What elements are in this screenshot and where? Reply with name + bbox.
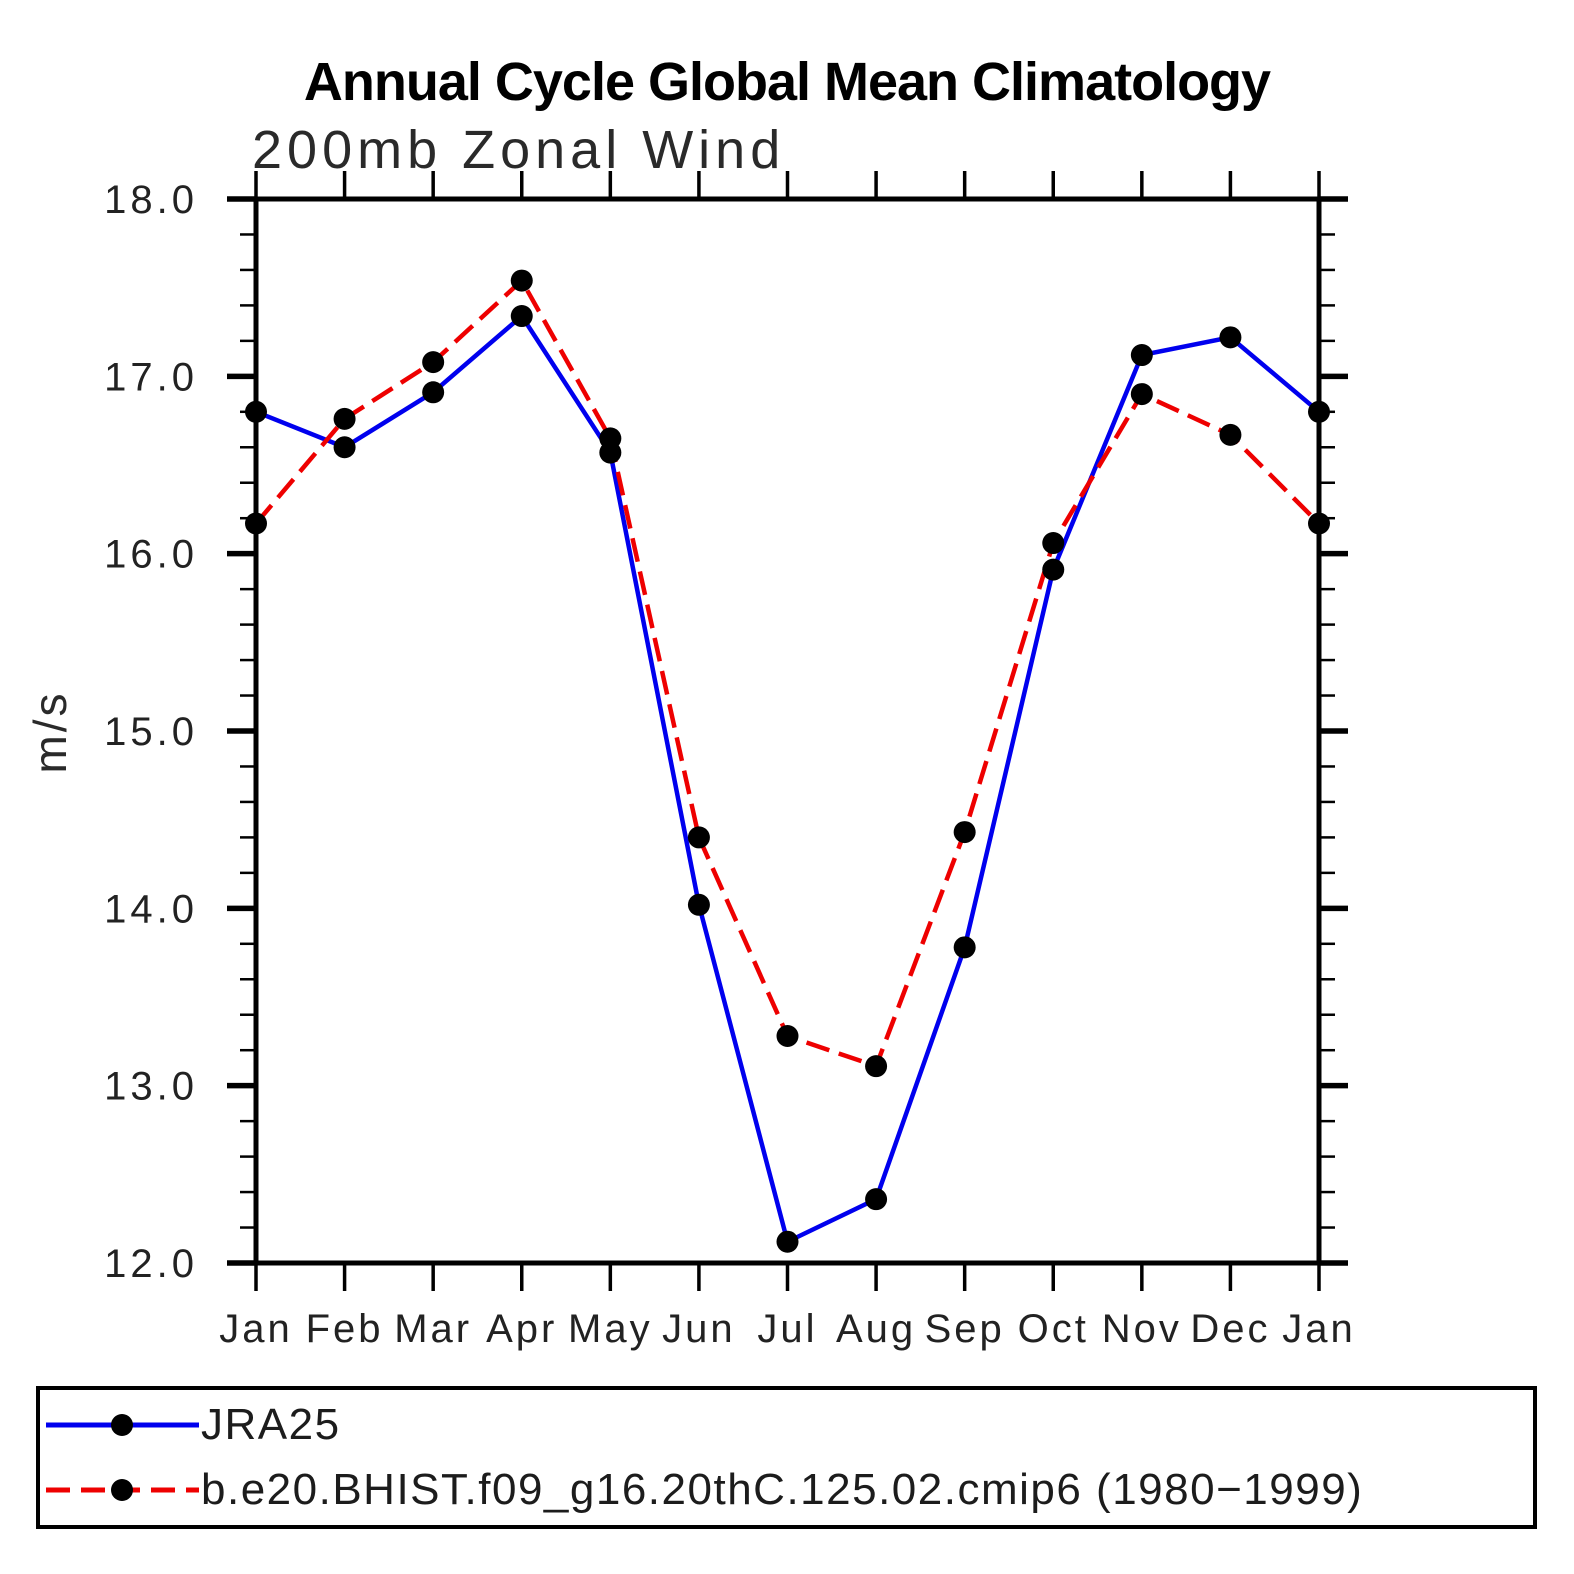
data-point-marker [1219,423,1242,446]
data-point-marker [1308,400,1330,423]
data-point-marker [422,381,445,404]
x-tick-label: May [568,1307,653,1351]
y-tick-label: 17.0 [104,355,198,399]
y-tick-label: 16.0 [104,533,198,577]
x-tick-label: Aug [836,1307,916,1351]
plot-frame [253,196,1322,1266]
x-tick-label: Feb [306,1307,384,1351]
legend-marker-dot-icon [111,1414,133,1437]
legend-item-model: b.e20.BHIST.f09_g16.20thC.125.02.cmip6 (… [40,1461,1533,1519]
data-point-marker [510,305,533,328]
data-point-marker [245,512,267,535]
data-point-marker [1130,383,1153,406]
legend-box: JRA25 b.e20.BHIST.f09_g16.20thC.125.02.c… [36,1386,1537,1529]
x-tick-label: Jun [662,1307,736,1351]
x-tick-label: Jan [1282,1307,1356,1351]
data-point-marker [865,1055,888,1078]
series-line-model [254,276,1321,1069]
y-tick-label: 18.0 [104,178,198,222]
x-tick-label: Jul [757,1307,817,1351]
axis-tick-labels: Jan Feb Mar Apr May Jun Jul Aug Sep Oct Nov Dec Jan 1… [104,178,1356,1351]
legend-item-label: b.e20.BHIST.f09_g16.20thC.125.02.cmip6 (… [201,1464,1364,1514]
data-point-marker [1042,558,1065,581]
data-point-marker [510,269,533,292]
legend-item-label: JRA25 [201,1400,341,1450]
data-point-marker [333,436,356,459]
legend-marker-dot-icon [111,1478,133,1501]
y-tick-label: 12.0 [104,1242,198,1286]
data-point-marker [865,1188,888,1211]
x-tick-label: Sep [925,1307,1005,1351]
data-point-marker [776,1230,799,1253]
x-tick-label: Oct [1018,1307,1089,1351]
x-tick-label: Jan [219,1307,293,1351]
y-tick-label: 14.0 [104,887,198,931]
data-point-marker [422,351,445,374]
data-point-marker [953,821,976,844]
y-tick-label: 15.0 [104,710,198,754]
x-tick-label: Dec [1190,1307,1270,1351]
plot-axes [227,171,1348,1291]
y-tick-label: 13.0 [104,1065,198,1109]
data-point-marker [687,826,710,849]
data-point-marker [333,407,356,430]
series-line-jra25 [255,312,1321,1245]
x-tick-label: Apr [486,1307,557,1351]
x-tick-label: Nov [1102,1307,1182,1351]
chart-subtitle: 200mb Zonal Wind [252,120,785,180]
legend-line-sample-jra25 [46,1414,199,1437]
data-point-marker [687,893,710,916]
data-point-marker [245,400,267,423]
data-point-marker [1042,532,1065,555]
data-point-marker [953,936,976,959]
plot-series [245,269,1330,1253]
data-point-marker [1308,512,1330,535]
y-axis-label: m/s [24,690,76,773]
data-point-marker [776,1025,799,1048]
legend-line-sample-model [46,1478,199,1501]
data-point-marker [1130,344,1153,367]
data-point-marker [1219,326,1242,349]
data-point-marker [599,427,622,450]
x-tick-label: Mar [394,1307,472,1351]
chart-title: Annual Cycle Global Mean Climatology [304,52,1271,112]
legend-item-jra25: JRA25 [40,1396,1533,1454]
